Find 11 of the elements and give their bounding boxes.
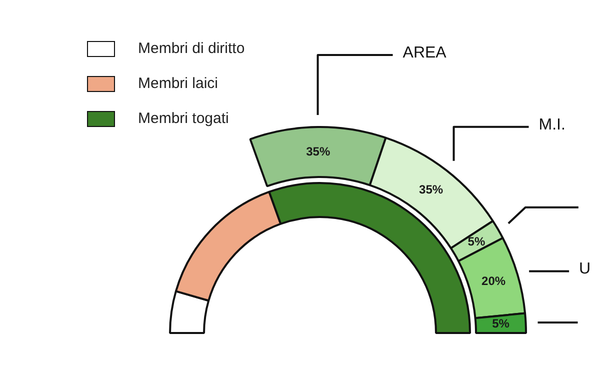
legend-label: Membri laici (138, 75, 218, 92)
data-label: 35% (419, 182, 444, 196)
data-label: 5% (492, 316, 510, 331)
slice-label: AREA (402, 44, 447, 62)
data-label: 35% (306, 144, 330, 158)
slice-label: M.I. (538, 116, 566, 134)
legend-label: Membri togati (138, 110, 229, 127)
legend-label: Membri di diritto (138, 40, 245, 57)
slice-label: U (579, 260, 591, 278)
data-label: 5% (468, 234, 486, 248)
data-label: 20% (482, 274, 506, 288)
